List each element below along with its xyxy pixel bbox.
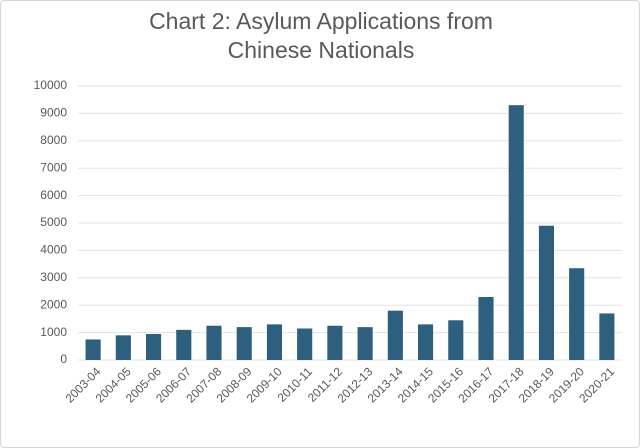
bar (357, 327, 373, 360)
bar (448, 320, 464, 360)
y-tick-label: 8000 (40, 133, 67, 147)
y-tick-label: 0 (60, 352, 67, 366)
bar (387, 310, 403, 360)
bar (538, 225, 554, 360)
bar (85, 339, 101, 360)
bar (418, 324, 434, 360)
y-tick-label: 4000 (40, 243, 67, 257)
y-tick-label: 6000 (40, 188, 67, 202)
y-tick-label: 1000 (40, 325, 67, 339)
bar (508, 105, 524, 361)
bar (236, 327, 252, 360)
bar (206, 325, 222, 360)
bar (297, 328, 313, 360)
bar (115, 335, 131, 360)
y-tick-label: 10000 (34, 78, 68, 92)
y-tick-label: 9000 (40, 106, 67, 120)
bar (478, 296, 494, 360)
y-tick-label: 3000 (40, 270, 67, 284)
chart-title: Chart 2: Asylum Applications from Chines… (149, 8, 493, 63)
y-tick-label: 5000 (40, 215, 67, 229)
bar (569, 268, 585, 360)
bar (146, 333, 162, 360)
bar (327, 325, 343, 360)
y-tick-label: 7000 (40, 160, 67, 174)
y-tick-label: 2000 (40, 297, 67, 311)
bar (599, 313, 615, 360)
bar (266, 324, 282, 360)
bar (176, 329, 192, 360)
